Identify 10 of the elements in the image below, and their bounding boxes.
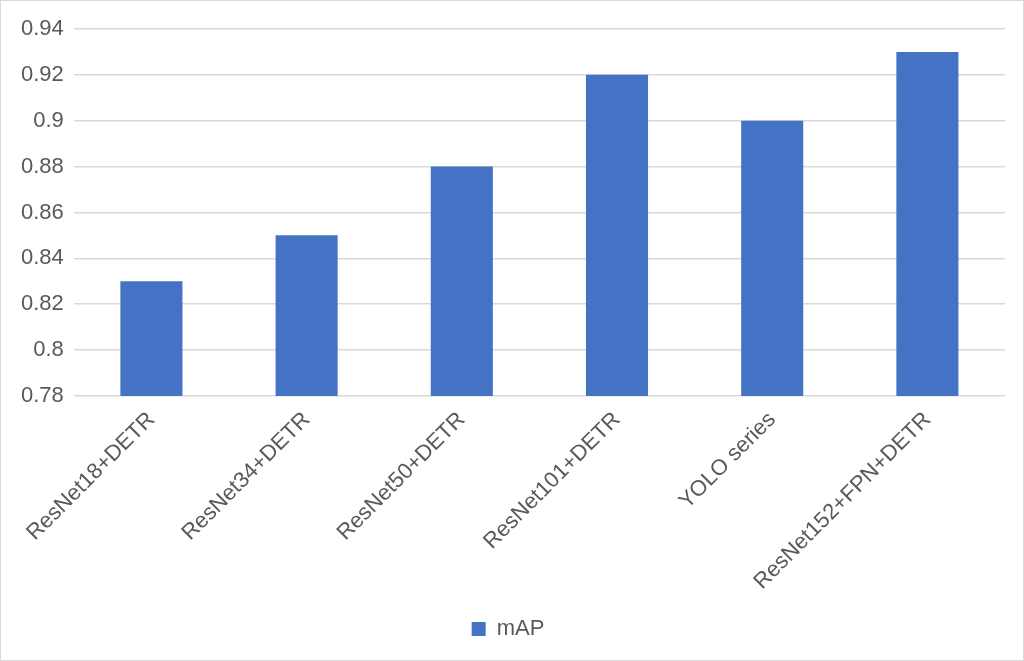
y-tick-label: 0.84 bbox=[20, 244, 64, 270]
y-tick-label: 0.82 bbox=[20, 290, 64, 316]
legend-label: mAP bbox=[496, 615, 545, 641]
y-tick-label: 0.78 bbox=[20, 381, 64, 407]
y-tick-label: 0.86 bbox=[20, 198, 64, 224]
y-tick-label: 0.8 bbox=[33, 336, 64, 362]
y-tick-label: 0.88 bbox=[20, 152, 64, 178]
y-tick-label: 0.92 bbox=[20, 60, 64, 86]
y-tick-label: 0.94 bbox=[20, 15, 64, 41]
y-tick-label: 0.9 bbox=[33, 106, 64, 132]
